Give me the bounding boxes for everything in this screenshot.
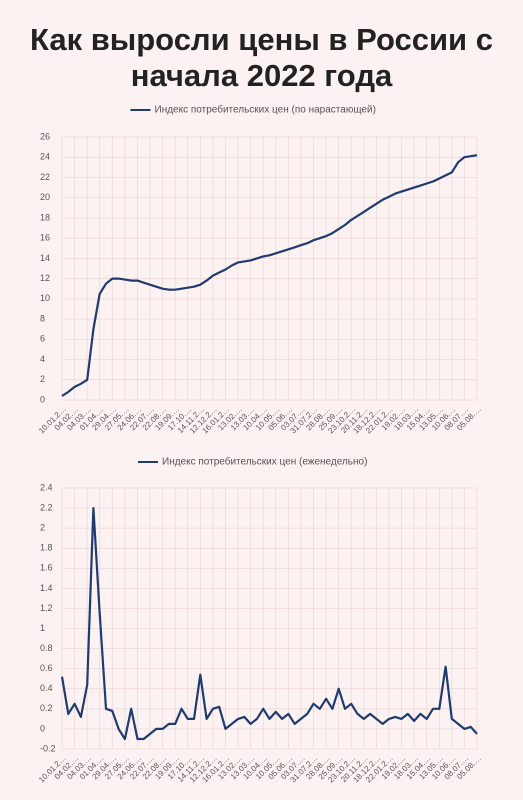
y-tick-label: 20	[40, 192, 50, 202]
y-tick-label: 0.6	[40, 663, 53, 673]
y-tick-label: 0	[40, 394, 45, 404]
y-tick-label: 4	[40, 354, 45, 364]
y-tick-label: 16	[40, 233, 50, 243]
y-tick-label: 12	[40, 273, 50, 283]
y-tick-label: 0	[40, 723, 45, 733]
y-tick-label: 2	[40, 523, 45, 533]
y-tick-label: 18	[40, 212, 50, 222]
y-tick-label: 10	[40, 293, 50, 303]
y-tick-label: 6	[40, 334, 45, 344]
y-tick-label: 2.2	[40, 502, 53, 512]
y-tick-label: 22	[40, 172, 50, 182]
y-tick-label: 0.4	[40, 683, 53, 693]
y-tick-label: 2.4	[40, 482, 53, 492]
legend-label: Индекс потребительских цен (по нарастающ…	[155, 104, 376, 116]
y-tick-label: 0.2	[40, 703, 53, 713]
y-tick-label: 8	[40, 313, 45, 323]
y-tick-label: 26	[40, 131, 50, 141]
y-tick-label: 0.8	[40, 643, 53, 653]
page-title: Как выросли цены в России с начала 2022 …	[30, 22, 493, 93]
data-line	[61, 154, 478, 397]
y-tick-label: -0.2	[40, 743, 56, 753]
y-tick-label: 1.6	[40, 563, 53, 573]
legend-label: Индекс потребительских цен (еженедельно)	[162, 456, 367, 468]
y-tick-label: 14	[40, 253, 50, 263]
y-tick-label: 1	[40, 623, 45, 633]
y-tick-label: 1.4	[40, 583, 53, 593]
y-tick-label: 2	[40, 374, 45, 384]
y-tick-label: 1.2	[40, 603, 53, 613]
data-line	[60, 507, 478, 741]
y-tick-label: 24	[40, 152, 50, 162]
y-tick-label: 1.8	[40, 543, 53, 553]
